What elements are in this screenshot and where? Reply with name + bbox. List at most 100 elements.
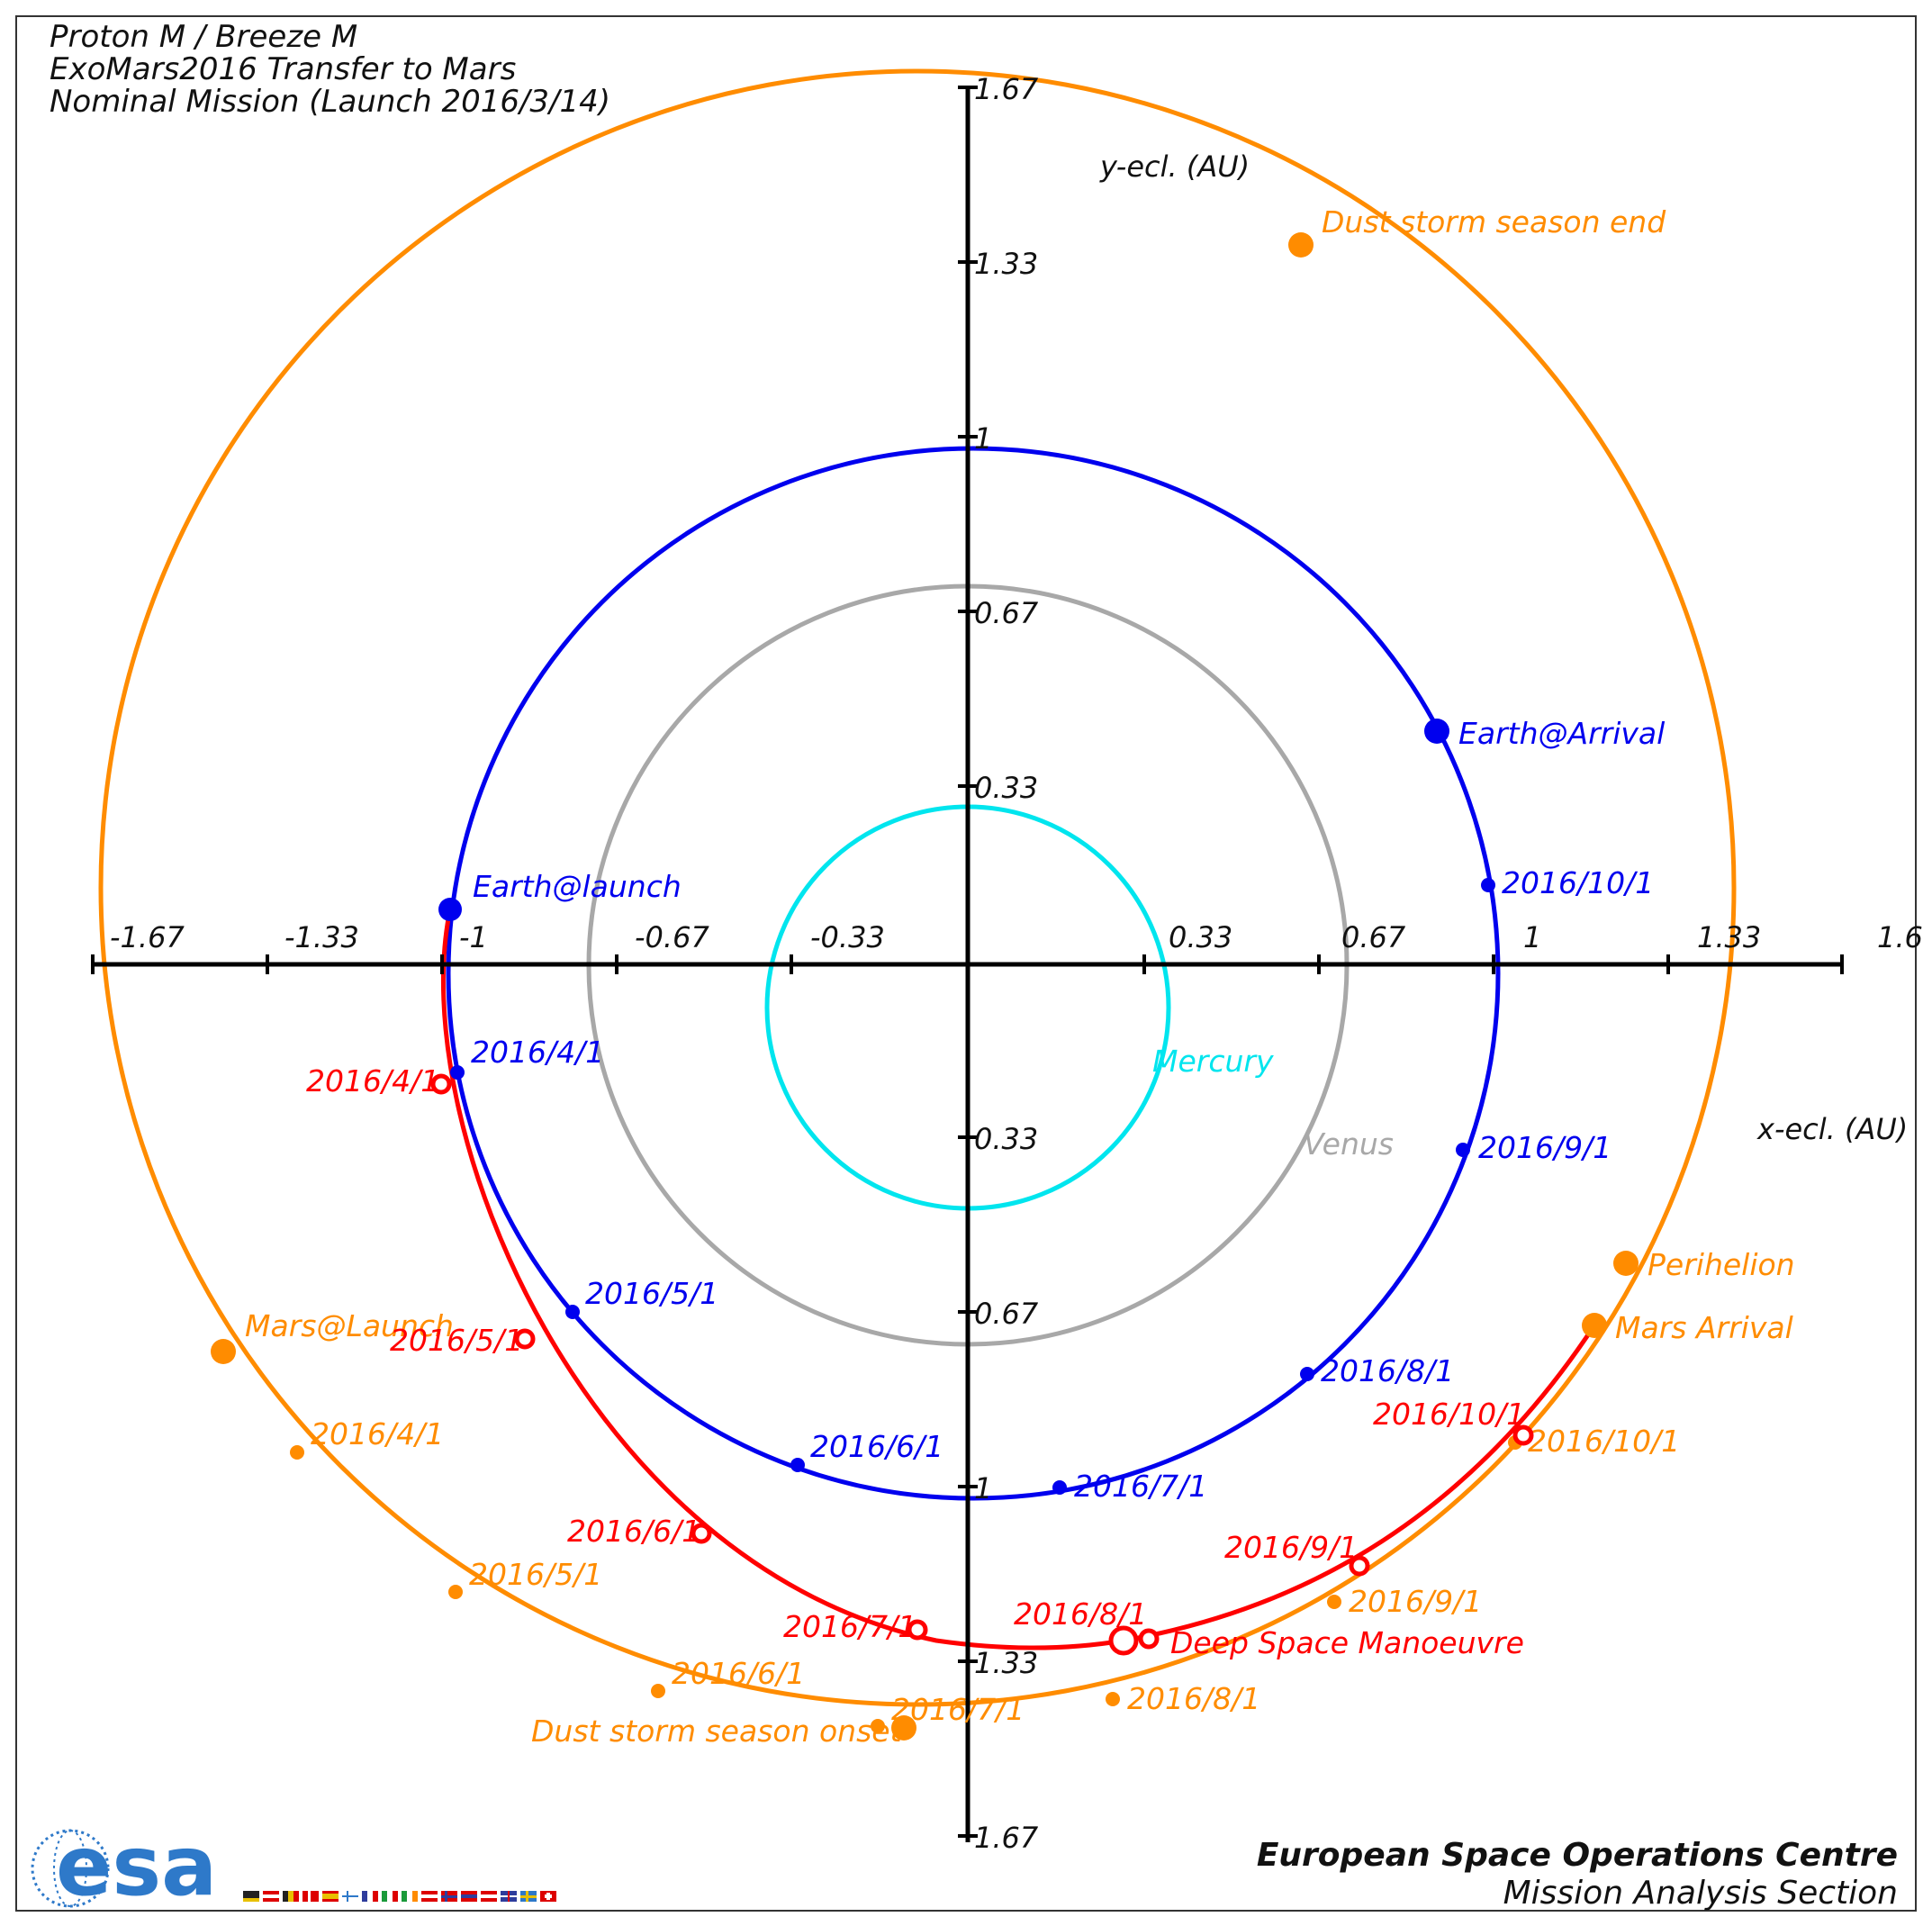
y-tick-label: 0.67 xyxy=(974,1297,1039,1331)
y-tick-label: 1.67 xyxy=(974,1821,1039,1855)
transfer-date-marker xyxy=(691,1523,712,1544)
x-tick-label: -1.67 xyxy=(110,920,185,954)
earth-date-marker xyxy=(790,1458,805,1472)
transfer-date-marker xyxy=(907,1619,928,1641)
y-tick-label: 1 xyxy=(974,421,992,456)
credits-section: Mission Analysis Section xyxy=(1503,1875,1898,1912)
credits-organisation: European Space Operations Centre xyxy=(1257,1837,1898,1874)
transfer-date-marker xyxy=(514,1328,536,1350)
y-tick-label: 0.67 xyxy=(974,596,1039,630)
earth-arrival-label: Earth@Arrival xyxy=(1458,716,1665,751)
venus-label: Venus xyxy=(1304,1126,1394,1162)
earth-date-label: 2016/6/1 xyxy=(810,1429,943,1464)
mars-date-label: 2016/5/1 xyxy=(469,1557,602,1592)
dust-storm-onset-label: Dust storm season onset xyxy=(531,1714,903,1749)
esa-logo-globe xyxy=(31,1829,110,1908)
earth-date-label: 2016/10/1 xyxy=(1502,865,1654,900)
transfer-date-label: 2016/10/1 xyxy=(1373,1397,1525,1432)
earth-date-label: 2016/8/1 xyxy=(1321,1353,1454,1388)
y-tick-label: 1.67 xyxy=(974,72,1039,106)
x-tick-label: -1.33 xyxy=(284,920,359,954)
earth-orbit xyxy=(446,446,1501,1501)
x-tick-label: 0.33 xyxy=(1169,920,1232,954)
earth-date-label: 2016/9/1 xyxy=(1478,1130,1612,1165)
earth-date-marker xyxy=(1481,878,1495,892)
deep-space-manoeuvre-label: Deep Space Manoeuvre xyxy=(1170,1625,1524,1660)
x-tick-label: -0.67 xyxy=(635,920,709,954)
dust-storm-end-marker xyxy=(1288,232,1314,258)
mars-date-marker xyxy=(1327,1595,1341,1609)
earth-markers xyxy=(438,719,1495,1495)
mars-date-label: 2016/8/1 xyxy=(1127,1681,1260,1716)
y-tick-label: 1.33 xyxy=(974,247,1038,281)
mars-date-marker xyxy=(651,1684,665,1698)
mars-launch-label: Mars@Launch xyxy=(245,1308,454,1343)
earth-launch-marker xyxy=(438,898,462,921)
earth-date-label: 2016/7/1 xyxy=(1074,1469,1207,1504)
mars-date-label: 2016/10/1 xyxy=(1528,1424,1680,1459)
earth-launch-label: Earth@launch xyxy=(473,869,682,904)
y-tick-label: 0.33 xyxy=(974,771,1038,805)
transfer-date-label: 2016/5/1 xyxy=(390,1323,523,1358)
title-line-2: ExoMars2016 Transfer to Mars xyxy=(50,51,516,87)
dust-storm-onset-marker xyxy=(891,1715,916,1741)
esa-logo-globe-meridian xyxy=(53,1830,87,1907)
mars-date-label: 2016/4/1 xyxy=(311,1416,444,1451)
mars-date-label: 2016/7/1 xyxy=(891,1692,1025,1727)
earth-date-marker xyxy=(1456,1143,1470,1157)
mars-orbit xyxy=(98,68,1737,1707)
mars-arrival-marker xyxy=(1582,1313,1607,1338)
dust-storm-end-label: Dust storm season end xyxy=(1322,204,1666,240)
earth-date-marker xyxy=(565,1305,580,1319)
transfer-date-label: 2016/8/1 xyxy=(1014,1596,1147,1632)
mars-date-marker xyxy=(1106,1692,1120,1706)
earth-date-marker xyxy=(1300,1367,1314,1381)
mars-date-label: 2016/6/1 xyxy=(672,1656,805,1691)
x-tick-label: 1.6 xyxy=(1877,920,1923,954)
x-tick-label: -1 xyxy=(459,920,488,954)
mars-markers xyxy=(211,232,1639,1741)
earth-date-label: 2016/4/1 xyxy=(471,1035,604,1070)
mercury-label: Mercury xyxy=(1152,1044,1274,1079)
transfer-markers xyxy=(430,1073,1534,1656)
earth-date-label: 2016/5/1 xyxy=(585,1276,718,1311)
mars-date-marker xyxy=(448,1585,463,1599)
transfer-date-label: 2016/7/1 xyxy=(783,1609,916,1644)
mars-launch-marker xyxy=(211,1339,236,1364)
perihelion-marker xyxy=(1613,1251,1639,1276)
transfer-date-marker xyxy=(1138,1628,1160,1650)
transfer-date-label: 2016/9/1 xyxy=(1224,1530,1358,1565)
y-tick-label: 0.33 xyxy=(974,1122,1038,1156)
transfer-date-label: 2016/6/1 xyxy=(567,1514,700,1549)
transfer-date-marker xyxy=(1512,1424,1534,1446)
perihelion-label: Perihelion xyxy=(1648,1247,1795,1282)
earth-date-marker xyxy=(1052,1480,1067,1495)
transfer-date-marker xyxy=(430,1073,452,1095)
x-axis-ticks xyxy=(91,954,1844,974)
x-tick-label: 0.67 xyxy=(1341,920,1406,954)
title-line-3: Nominal Mission (Launch 2016/3/14) xyxy=(50,84,610,120)
esa-logo: esa xyxy=(31,1818,556,1914)
y-tick-label: 1.33 xyxy=(974,1646,1038,1680)
title-line-1: Proton M / Breeze M xyxy=(50,19,357,55)
mars-arrival-label: Mars Arrival xyxy=(1615,1310,1793,1345)
x-axis-label: x-ecl. (AU) xyxy=(1756,1112,1908,1146)
earth-date-marker xyxy=(450,1065,465,1080)
transfer-date-marker xyxy=(1349,1555,1370,1577)
y-axis-label: y-ecl. (AU) xyxy=(1099,149,1250,184)
y-axis-ticks xyxy=(958,86,978,1838)
mars-date-marker xyxy=(871,1719,885,1733)
deep-space-manoeuvre-marker xyxy=(1108,1625,1139,1656)
mars-date-marker xyxy=(290,1445,304,1460)
mars-date-label: 2016/9/1 xyxy=(1349,1584,1482,1619)
x-tick-label: -0.33 xyxy=(810,920,885,954)
plot-frame xyxy=(15,15,1917,1912)
transfer-trajectory xyxy=(441,909,1597,1650)
earth-arrival-marker xyxy=(1424,719,1449,744)
transfer-date-label: 2016/4/1 xyxy=(306,1063,439,1099)
x-tick-label: 1.33 xyxy=(1697,920,1761,954)
y-tick-label: 1 xyxy=(974,1471,992,1506)
esa-logo-text: esa xyxy=(56,1818,217,1914)
